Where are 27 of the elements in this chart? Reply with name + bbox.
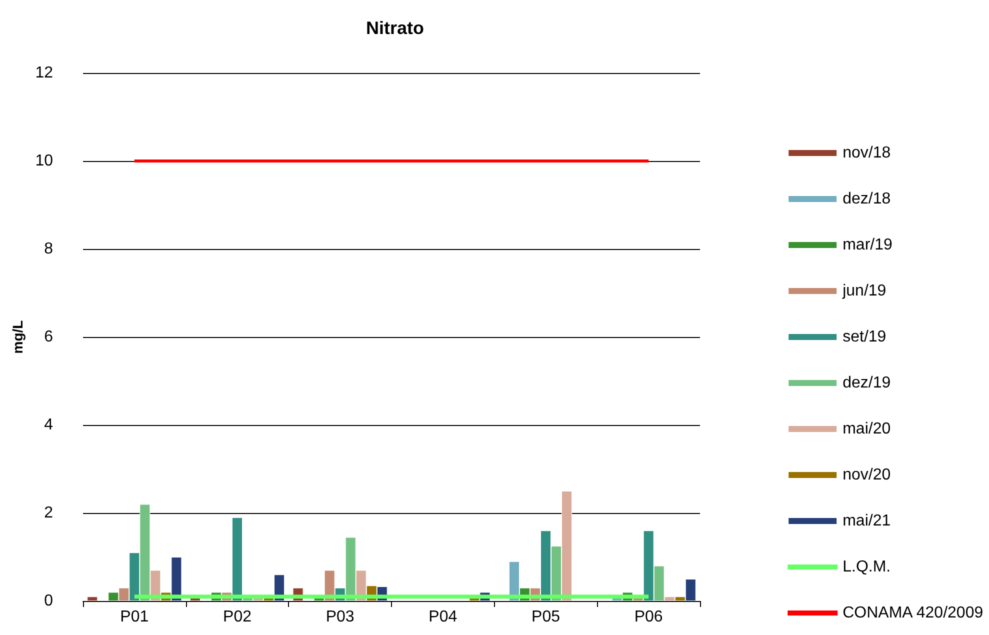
legend-label: set/19: [842, 328, 886, 346]
y-tick-label: 2: [44, 504, 54, 522]
legend-label: jun/19: [842, 282, 886, 300]
legend-label: dez/18: [842, 190, 891, 208]
legend-label: mai/21: [842, 512, 891, 530]
y-axis-title: mg/L: [9, 320, 26, 354]
chart-title: Nitrato: [366, 18, 424, 38]
x-tick-label: P05: [532, 608, 560, 626]
x-tick-label: P03: [326, 608, 354, 626]
legend-label: mar/19: [842, 236, 892, 254]
legend-label: nov/18: [842, 144, 891, 162]
y-tick-label: 10: [35, 152, 54, 170]
legend-label: CONAMA 420/2009: [842, 604, 984, 622]
y-tick-label: 12: [35, 64, 54, 82]
x-tick-label: P01: [120, 608, 149, 626]
legend-label: nov/20: [842, 466, 891, 484]
x-tick-label: P04: [428, 608, 458, 626]
y-tick-label: 0: [44, 592, 54, 610]
legend-label: dez/19: [842, 374, 891, 392]
y-tick-label: 6: [44, 328, 54, 346]
x-tick-label: P02: [223, 608, 252, 626]
x-tick-label: P06: [634, 608, 663, 626]
y-tick-label: 4: [44, 416, 54, 434]
legend-label: mai/20: [842, 420, 891, 438]
bar: [87, 596, 98, 601]
y-tick-label: 8: [44, 240, 54, 258]
legend-label: L.Q.M.: [842, 558, 891, 576]
